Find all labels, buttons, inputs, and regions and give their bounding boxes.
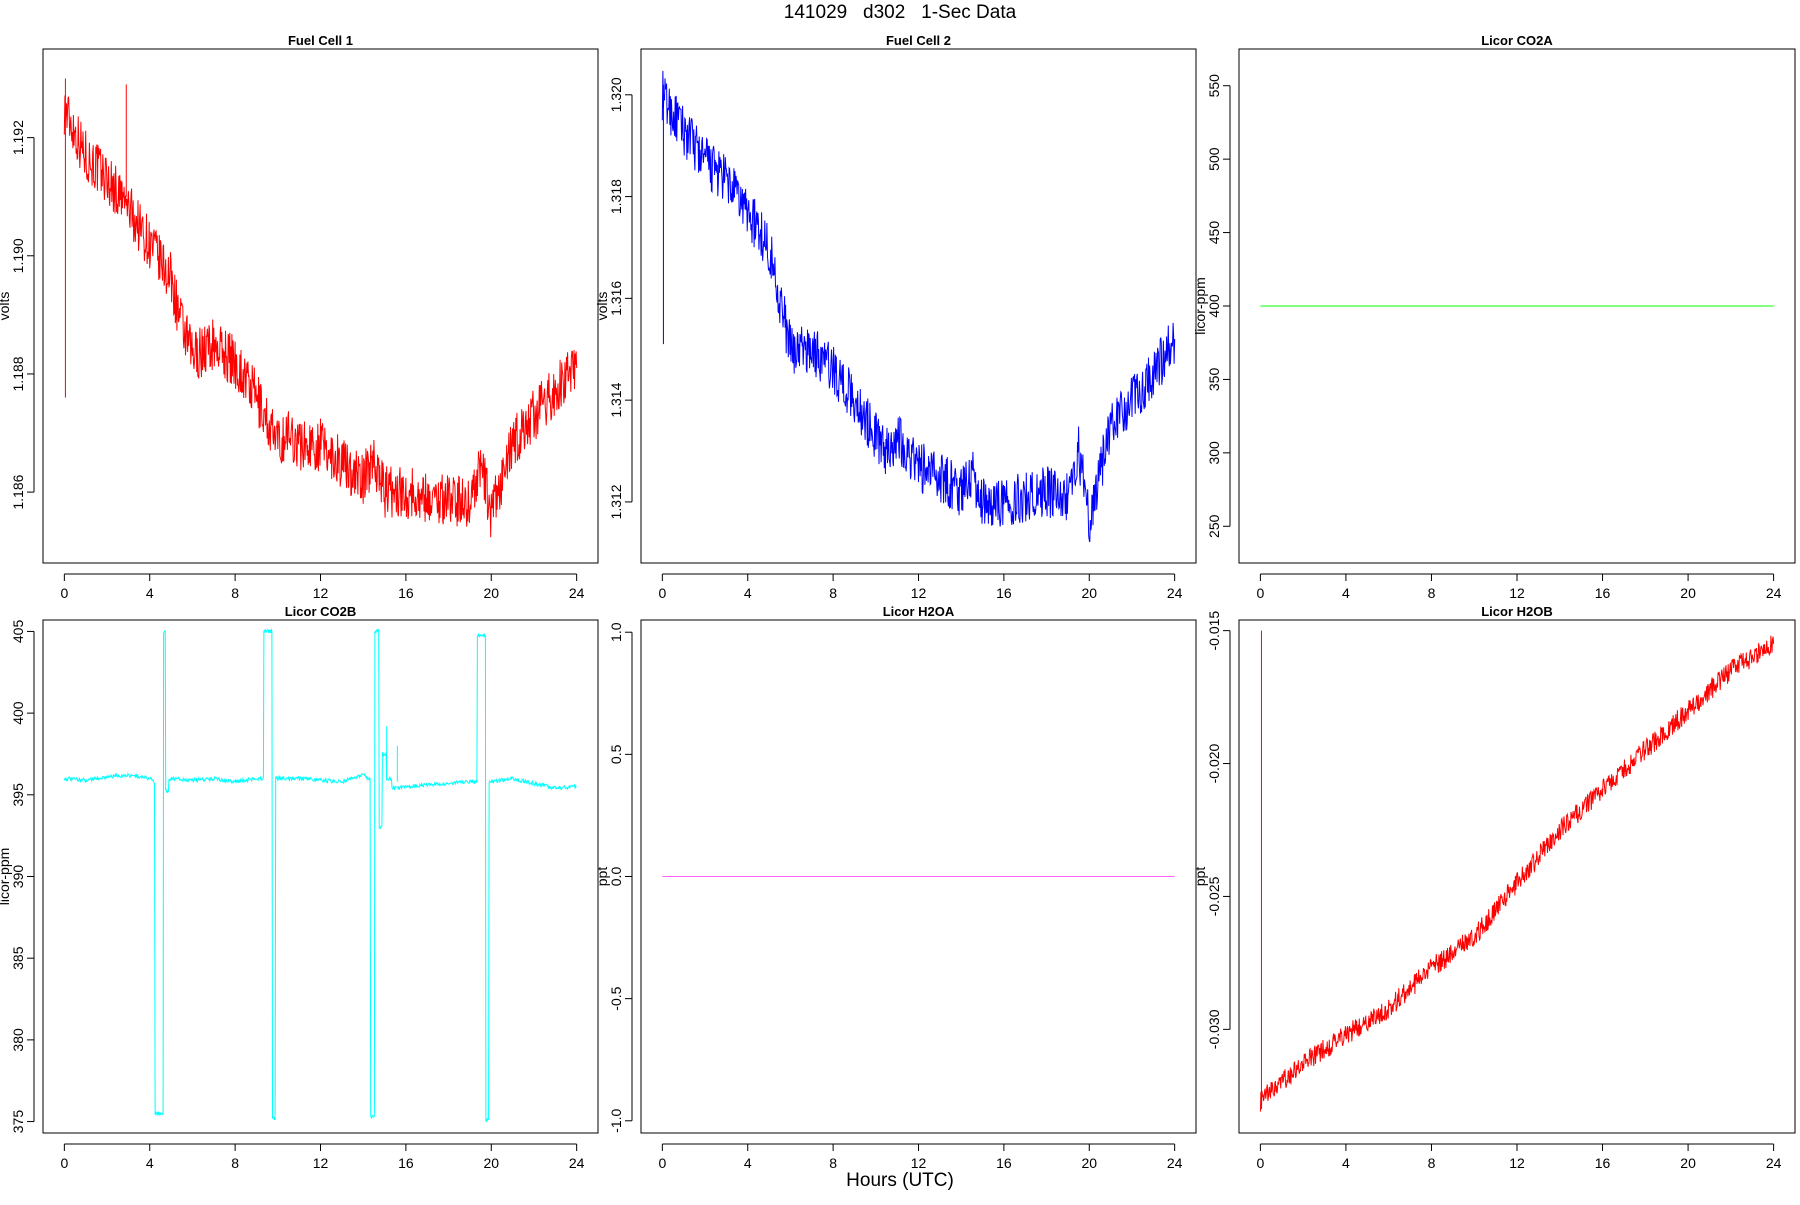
series-line-1 [64,630,576,1122]
figure-title: 141029 d302 1-Sec Data [0,2,1800,24]
y-tick-label: 380 [10,1028,26,1052]
panel-title: Licor H2OA [883,604,955,619]
x-tick-label: 12 [1509,1155,1525,1171]
y-tick-label: 1.316 [608,281,624,316]
x-tick-label: 0 [658,585,666,601]
x-tick-label: 16 [1595,1155,1611,1171]
x-tick-label: 4 [1342,585,1350,601]
y-tick-label: 1.192 [10,120,26,155]
x-tick-label: 0 [658,1155,666,1171]
y-tick-label: 400 [1206,294,1222,318]
panel-title: Licor H2OB [1481,604,1553,619]
series-line-1 [662,71,1174,542]
x-tick-label: 16 [996,585,1012,601]
y-tick-label: -0.030 [1206,1009,1222,1049]
x-tick-label: 8 [231,1155,239,1171]
panel-title: Fuel Cell 1 [288,33,353,48]
y-tick-label: 350 [1206,368,1222,392]
x-tick-label: 24 [1167,1155,1183,1171]
x-tick-label: 0 [60,1155,68,1171]
x-tick-label: 16 [1595,585,1611,601]
x-tick-label: 4 [1342,1155,1350,1171]
series-line-1 [1260,636,1773,1112]
y-tick-label: 1.0 [608,622,624,642]
x-tick-label: 12 [313,585,329,601]
panel-title: Licor CO2B [285,604,357,619]
y-tick-label: 375 [10,1110,26,1134]
panel-title: Licor CO2A [1481,33,1553,48]
y-tick-label: -0.020 [1206,743,1222,783]
y-tick-label: 1.190 [10,238,26,273]
x-tick-label: 24 [1167,585,1183,601]
y-tick-label: 0.0 [608,867,624,887]
x-tick-label: 4 [146,1155,154,1171]
chart-panel-3: Licor CO2A licor-ppm 0 4 8 12 16 20 24 250 300 350 4… [1192,33,1795,601]
chart-panel-4: Licor CO2B licor-ppm 0 4 8 12 16 20 24 375 380 385 3… [0,604,598,1171]
x-tick-label: 12 [313,1155,329,1171]
y-tick-label: 400 [10,701,26,725]
panel-title: Fuel Cell 2 [886,33,951,48]
x-tick-label: 0 [1256,1155,1264,1171]
y-tick-label: 1.188 [10,356,26,391]
x-tick-label: 20 [1680,1155,1696,1171]
y-tick-label: -0.015 [1206,611,1222,651]
series-line-1 [64,96,576,538]
x-tick-label: 12 [911,1155,927,1171]
chart-panel-2: Fuel Cell 2 volts 0 4 8 12 16 20 24 1.312 1.314 1.3… [594,33,1196,601]
y-tick-label: 300 [1206,441,1222,465]
x-tick-label: 24 [569,1155,585,1171]
y-tick-label: 1.312 [608,484,624,519]
x-tick-label: 8 [1428,585,1436,601]
y-tick-label: -0.5 [608,986,624,1010]
x-tick-label: 4 [744,585,752,601]
x-tick-label: 0 [60,585,68,601]
x-tick-label: 4 [744,1155,752,1171]
y-tick-label: 1.314 [608,382,624,417]
y-tick-label: 385 [10,946,26,970]
y-tick-label: -0.025 [1206,876,1222,916]
plot-frame [43,620,598,1133]
x-tick-label: 8 [829,1155,837,1171]
x-tick-label: 20 [1081,585,1097,601]
y-tick-label: 500 [1206,147,1222,171]
x-tick-label: 20 [483,1155,499,1171]
y-tick-label: 405 [10,620,26,644]
x-tick-label: 24 [1766,585,1782,601]
y-tick-label: 1.318 [608,179,624,214]
y-tick-label: -1.0 [608,1109,624,1133]
y-tick-label: 250 [1206,514,1222,538]
x-tick-label: 20 [483,585,499,601]
y-tick-label: 450 [1206,221,1222,245]
x-tick-label: 4 [146,585,154,601]
y-tick-label: 550 [1206,74,1222,98]
x-tick-label: 8 [231,585,239,601]
y-tick-label: 1.320 [608,77,624,112]
x-tick-label: 16 [398,1155,414,1171]
x-axis-common-label: Hours (UTC) [0,1170,1800,1192]
x-tick-label: 12 [1509,585,1525,601]
x-tick-label: 0 [1256,585,1264,601]
x-tick-label: 8 [829,585,837,601]
y-tick-label: 395 [10,783,26,807]
x-tick-label: 16 [398,585,414,601]
x-tick-label: 8 [1428,1155,1436,1171]
y-tick-label: 1.186 [10,474,26,509]
x-tick-label: 20 [1081,1155,1097,1171]
x-tick-label: 24 [1766,1155,1782,1171]
chart-panel-6: Licor H2OB ppt 0 4 8 12 16 20 24 -0.030 -0.025 -0.0… [1192,604,1795,1171]
y-tick-label: 0.5 [608,744,624,764]
x-tick-label: 20 [1680,585,1696,601]
y-axis-label: volts [0,292,12,321]
plot-frame [641,49,1196,563]
x-tick-label: 24 [569,585,585,601]
x-tick-label: 16 [996,1155,1012,1171]
x-tick-label: 12 [911,585,927,601]
chart-panel-5: Licor H2OA ppt 0 4 8 12 16 20 24 -1.0 -0.5 0.0 0.5 1.… [594,604,1196,1171]
chart-panel-1: Fuel Cell 1 volts 0 4 8 12 16 20 24 1.186 1.188 1.1… [0,33,598,601]
y-tick-label: 390 [10,865,26,889]
